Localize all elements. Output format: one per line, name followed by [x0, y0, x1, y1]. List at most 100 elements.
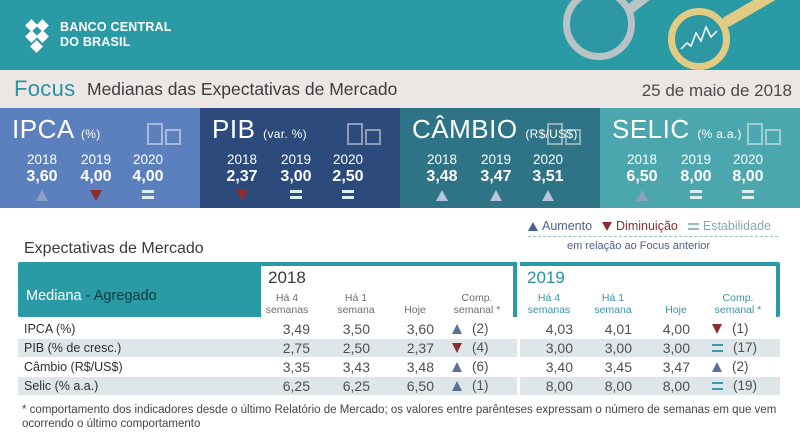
indicator-panel-pib[interactable]: PIB (var. %) 2018 2,37 2019 3,00 2020 2,50 — [200, 108, 400, 208]
indicator-value: 3,00 — [280, 168, 312, 185]
cell-2019: 3,47 — [662, 359, 690, 375]
indicator-value: 3,51 — [532, 168, 564, 185]
logo-line2: DO BRASIL — [60, 35, 131, 49]
indicator-name: PIB (var. %) — [212, 114, 307, 144]
year-2019-title: 2019 — [527, 268, 565, 287]
indicator-deco-icon — [546, 118, 586, 153]
equals-icon — [712, 381, 723, 390]
indicator-value: 2,37 — [226, 168, 258, 185]
indicator-year: 2020 — [332, 152, 364, 167]
indicator-year-col: 2019 3,00 — [274, 152, 318, 202]
cell-2019: 3,00 — [545, 340, 573, 356]
magnifier-chart-icon — [668, 8, 730, 70]
indicator-value: 8,00 — [680, 168, 712, 185]
table-row: Câmbio (R$/US$) 3,35 3,43 3,48 (6) 3,40 3,45 3,… — [18, 358, 780, 376]
cell-2018: 3,48 — [406, 359, 434, 375]
indicator-year-col: 2020 2,50 — [326, 152, 370, 202]
indicator-name: SELIC (% a.a.) — [612, 114, 742, 144]
col-weekly-comparison: Comp. semanal * — [453, 292, 501, 316]
cell-2018: 6,25 — [342, 378, 370, 394]
indicator-value: 4,00 — [80, 168, 112, 185]
indicator-year: 2018 — [226, 152, 258, 167]
equals-icon — [142, 190, 154, 199]
indicator-year: 2020 — [732, 152, 764, 167]
cell-2019: 3,40 — [545, 359, 573, 375]
bcb-logo-icon — [24, 18, 54, 53]
comparison-2018: (6) — [452, 359, 489, 374]
legend-note: em relação ao Focus anterior — [567, 240, 711, 252]
triangle-up-icon — [528, 221, 538, 231]
table-row: IPCA (%) 3,49 3,50 3,60 (2) 4,03 4,01 4,00 (1) — [18, 320, 780, 338]
triangle-up-icon — [452, 361, 462, 372]
year-2018-title: 2018 — [268, 268, 306, 287]
indicator-value: 2,50 — [332, 168, 364, 185]
indicator-year: 2018 — [626, 152, 658, 167]
indicator-panel-câmbio[interactable]: CÂMBIO (R$/US$) 2018 3,48 2019 3,47 2020 3,51 — [400, 108, 600, 208]
comparison-2019: (1) — [712, 321, 749, 336]
indicator-value: 3,60 — [26, 168, 58, 185]
indicator-year-col: 2018 6,50 — [620, 152, 664, 202]
indicator-year-col: 2019 8,00 — [674, 152, 718, 202]
indicator-panel-ipca[interactable]: IPCA (%) 2018 3,60 2019 4,00 2020 4,00 — [0, 108, 200, 208]
report-date: 25 de maio de 2018 — [641, 81, 792, 100]
cell-2019: 4,01 — [604, 321, 632, 337]
triangle-up-icon — [36, 190, 48, 201]
cell-2019: 3,00 — [662, 340, 690, 356]
year-2019-header: 2019 Há 4 semanas Há 1 semana Hoje Comp. se… — [520, 266, 776, 321]
cell-2019: 4,03 — [545, 321, 573, 337]
col-today: Hoje — [665, 304, 687, 316]
indicator-year-col: 2020 4,00 — [126, 152, 170, 202]
triangle-up-icon — [542, 190, 554, 201]
col-1-week: Há 1 semana — [337, 292, 375, 316]
page-subtitle: Medianas das Expectativas de Mercado — [87, 79, 398, 99]
triangle-down-icon — [90, 190, 102, 201]
focus-title: Focus — [14, 76, 76, 101]
cell-2019: 3,00 — [604, 340, 632, 356]
row-label: PIB (% de cresc.) — [24, 341, 122, 355]
legend-divider — [528, 236, 778, 237]
indicator-deco-icon — [746, 118, 786, 153]
indicator-year-col: 2020 8,00 — [726, 152, 770, 202]
cell-2019: 3,45 — [604, 359, 632, 375]
mediana-label: Mediana - Agregado — [26, 288, 157, 304]
year-2018-header: 2018 Há 4 semanas Há 1 semana Hoje Comp. se… — [261, 266, 513, 321]
triangle-up-icon — [712, 361, 722, 372]
row-label: Câmbio (R$/US$) — [24, 360, 123, 374]
equals-icon — [742, 190, 754, 199]
triangle-down-icon — [712, 323, 722, 334]
bcb-logo[interactable]: BANCO CENTRAL DO BRASIL — [24, 18, 172, 53]
col-4-weeks: Há 4 semanas — [265, 292, 309, 316]
cell-2018: 6,50 — [406, 378, 434, 394]
comparison-2019: (17) — [712, 340, 757, 355]
magnifier-icon — [563, 0, 635, 60]
legend: Aumento Diminuição Estabilidade — [528, 219, 771, 233]
indicator-year: 2020 — [532, 152, 564, 167]
indicator-value: 3,48 — [426, 168, 458, 185]
section-title: Expectativas de Mercado — [24, 240, 204, 257]
cell-2018: 3,49 — [282, 321, 310, 337]
triangle-up-icon — [436, 190, 448, 201]
indicator-deco-icon — [146, 118, 186, 153]
logo-line1: BANCO CENTRAL — [60, 20, 172, 34]
comparison-2018: (1) — [452, 378, 489, 393]
legend-down: Diminuição — [602, 219, 678, 233]
triangle-up-icon — [452, 380, 462, 391]
row-label: Selic (% a.a.) — [24, 379, 99, 393]
indicator-value: 6,50 — [626, 168, 658, 185]
cell-2018: 2,37 — [406, 340, 434, 356]
comparison-2018: (4) — [452, 340, 489, 355]
cell-2018: 2,50 — [342, 340, 370, 356]
indicator-year: 2019 — [480, 152, 512, 167]
col-4-weeks: Há 4 semanas — [527, 292, 571, 316]
cell-2019: 8,00 — [662, 378, 690, 394]
triangle-up-icon — [452, 323, 462, 334]
cell-2018: 2,75 — [282, 340, 310, 356]
cell-2019: 8,00 — [545, 378, 573, 394]
indicator-panel-selic[interactable]: SELIC (% a.a.) 2018 6,50 2019 8,00 2020 8,00 — [600, 108, 800, 208]
table-row: Selic (% a.a.) 6,25 6,25 6,50 (1) 8,00 8,00 8,0… — [18, 377, 780, 395]
triangle-up-icon — [490, 190, 502, 201]
triangle-up-icon — [636, 190, 648, 201]
header-banner: BANCO CENTRAL DO BRASIL — [0, 0, 800, 70]
indicator-name: IPCA (%) — [12, 114, 101, 144]
equals-icon — [290, 190, 302, 199]
